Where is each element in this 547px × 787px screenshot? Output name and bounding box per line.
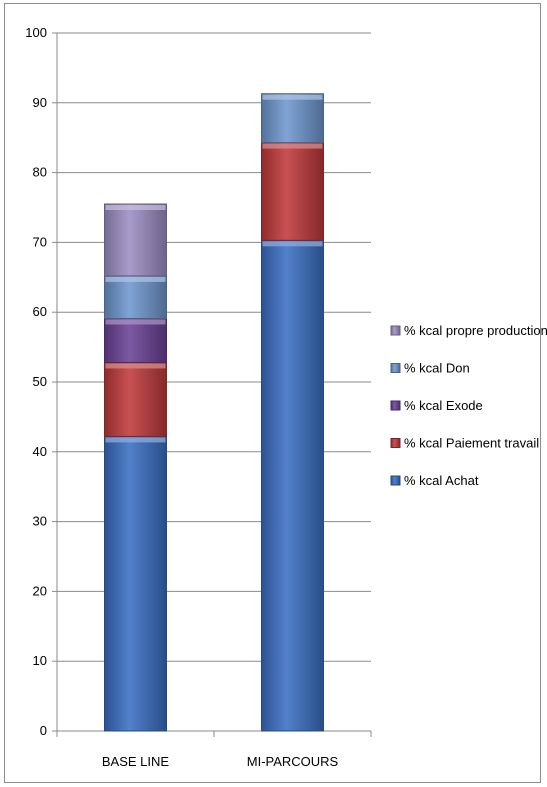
legend-label: % kcal Paiement travail (404, 436, 539, 451)
bar-segment-highlight (105, 437, 166, 443)
legend-swatch (390, 325, 401, 336)
bar-segment (104, 435, 167, 732)
bar-segment-highlight (105, 319, 166, 325)
legend-label: % kcal Don (404, 361, 470, 376)
bar-segment (261, 93, 324, 144)
bar-segment-highlight (105, 276, 166, 282)
bar-segment (104, 361, 167, 437)
bar-segment-highlight (105, 205, 166, 211)
y-tick-label: 70 (33, 234, 47, 249)
bars (104, 93, 324, 732)
bar-segment (261, 142, 324, 241)
bar-segment-highlight (105, 363, 166, 369)
bar-segment (104, 203, 167, 277)
y-tick-label: 40 (33, 444, 47, 459)
y-tick-label: 100 (25, 25, 47, 40)
bar-segment-highlight (262, 94, 323, 100)
bar-segment-highlight (262, 241, 323, 247)
legend-swatch (390, 363, 401, 373)
y-tick-label: 80 (33, 165, 47, 180)
bar-segment (104, 275, 167, 319)
legend-label: % kcal propre production (404, 323, 547, 338)
y-tick-label: 20 (33, 583, 47, 598)
legend-label: % kcal Achat (404, 473, 479, 488)
bar-segment (261, 239, 324, 732)
y-tick-label: 60 (33, 304, 47, 319)
y-tick-label: 0 (40, 723, 47, 738)
x-tick-label: MI-PARCOURS (247, 754, 339, 769)
y-tick-label: 10 (33, 653, 47, 668)
legend-swatch (390, 438, 401, 448)
y-tick-label: 50 (33, 374, 47, 389)
x-tick-label: BASE LINE (102, 754, 170, 769)
y-tick-label: 90 (33, 95, 47, 110)
legend-label: % kcal Exode (404, 398, 483, 413)
legend-swatch (390, 400, 401, 411)
bar-segment (104, 317, 167, 363)
bar-segment-highlight (262, 143, 323, 149)
y-tick-label: 30 (33, 514, 47, 529)
legend: % kcal propre production % kcal Don % kcal… (390, 323, 547, 488)
legend-swatch (390, 475, 401, 486)
axes: 0 10 20 30 40 50 60 70 80 90 100 BASE LINE MI-PARCOU… (25, 25, 372, 769)
